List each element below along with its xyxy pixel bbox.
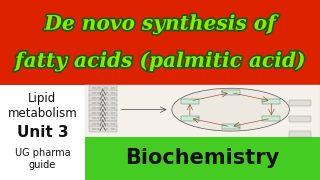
- Bar: [0, 85, 320, 180]
- Bar: [222, 90, 240, 95]
- Bar: [289, 116, 311, 122]
- Bar: [262, 116, 280, 121]
- Bar: [89, 85, 117, 91]
- Bar: [85, 85, 320, 137]
- Bar: [181, 116, 199, 121]
- Text: Unit 3: Unit 3: [17, 125, 68, 140]
- Bar: [181, 99, 199, 104]
- Bar: [89, 110, 117, 116]
- Text: Lipid
metabolism: Lipid metabolism: [8, 92, 77, 120]
- Bar: [89, 121, 117, 127]
- Bar: [222, 124, 240, 129]
- Bar: [89, 100, 117, 106]
- Bar: [89, 95, 117, 101]
- Text: fatty acids (palmitic acid): fatty acids (palmitic acid): [15, 51, 305, 71]
- Bar: [89, 115, 117, 121]
- Bar: [89, 90, 117, 96]
- Bar: [89, 126, 117, 132]
- Text: De novo synthesis of: De novo synthesis of: [44, 14, 276, 34]
- Text: UG pharma
guide: UG pharma guide: [15, 148, 70, 170]
- Bar: [89, 105, 117, 111]
- Text: Biochemistry: Biochemistry: [125, 148, 280, 168]
- Bar: [85, 137, 320, 180]
- Ellipse shape: [172, 88, 289, 131]
- Bar: [289, 100, 311, 106]
- Bar: [0, 0, 320, 85]
- Bar: [262, 99, 280, 104]
- Bar: [289, 131, 311, 137]
